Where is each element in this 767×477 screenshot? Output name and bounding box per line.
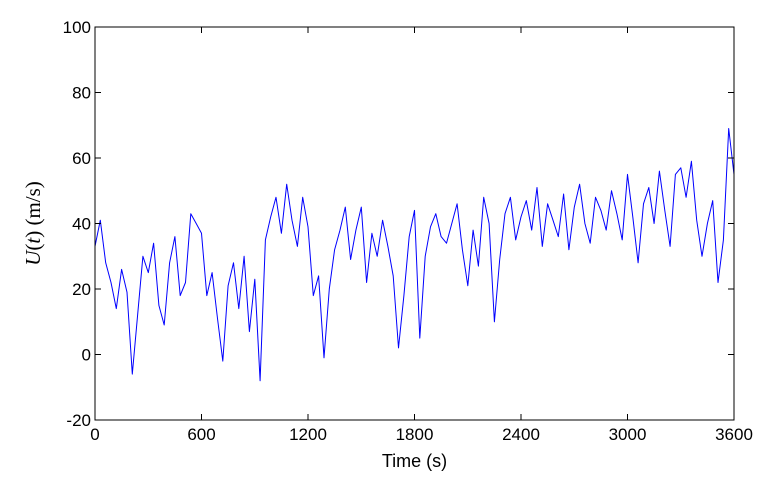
y-tick-label: 40 [72,215,91,234]
y-axis-paren-close: ) [21,231,45,238]
x-tick-label: 3000 [609,425,647,444]
y-axis-variable: U [21,249,45,266]
x-axis-title: Time (s) [382,451,447,471]
series-line [94,128,735,382]
y-tick-label: 60 [72,149,91,168]
axes-frame [94,26,735,421]
x-tick-label: 1200 [289,425,327,444]
plot-area [94,128,735,382]
x-tick-label: 600 [187,425,215,444]
y-tick-label: 100 [63,18,91,37]
x-tick-label: 0 [90,425,99,444]
y-tick-label: 0 [82,346,91,365]
y-axis-unit: (m/s) [21,181,45,231]
x-tick-label: 1800 [396,425,434,444]
x-tick-label: 2400 [502,425,540,444]
y-tick-label: -20 [66,411,91,430]
y-tick-label: 20 [72,280,91,299]
y-tick-label: 80 [72,84,91,103]
y-axis-title: U(t) (m/s) [21,181,45,266]
x-tick-label: 3600 [715,425,753,444]
y-axis-paren-open: ( [21,244,45,251]
y-axis-argument: t [21,237,45,244]
